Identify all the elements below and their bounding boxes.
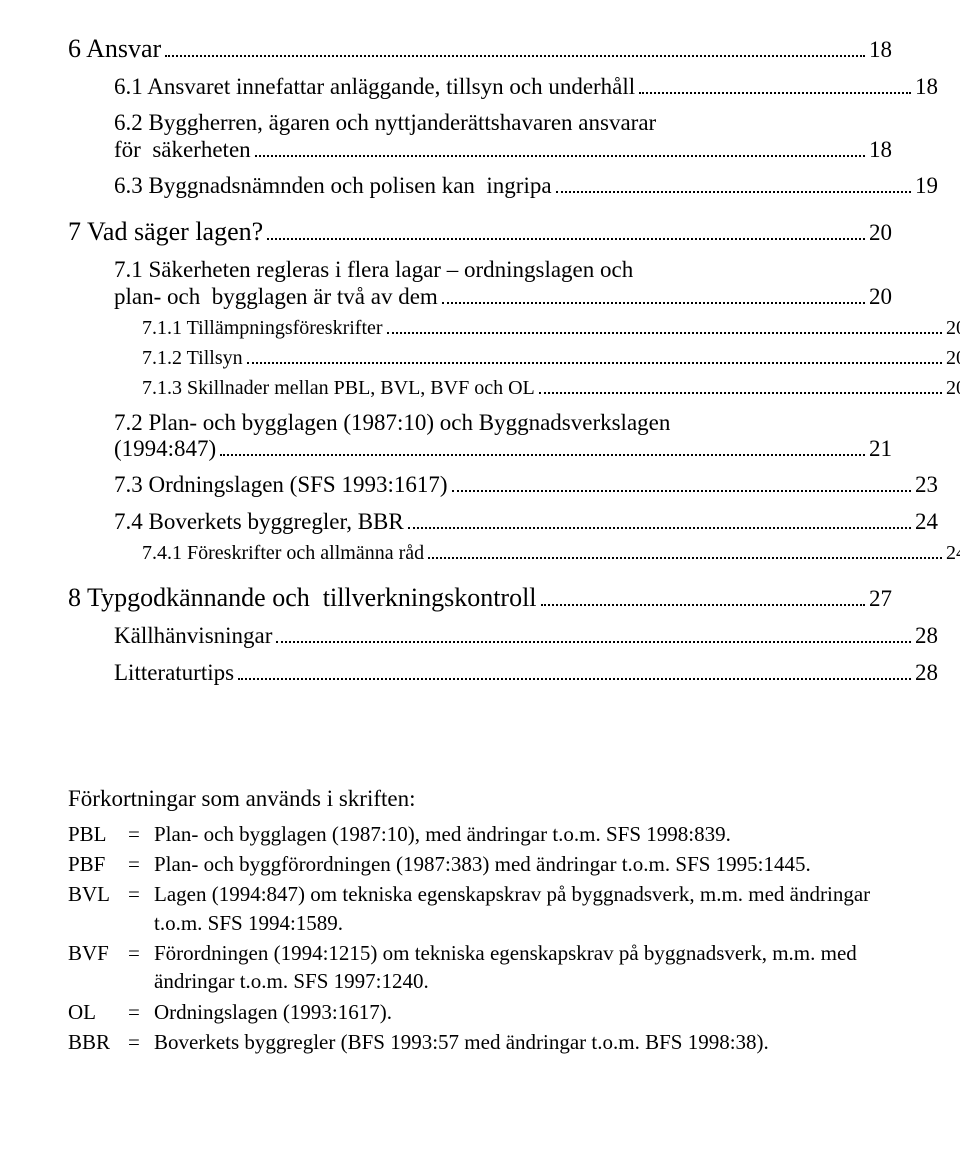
toc-page: 24 [946,542,960,565]
toc-item-6-2: 6.2 Byggherren, ägaren och nyttjanderätt… [114,110,892,162]
abbrev-label: BVF [68,939,128,996]
toc-item-7-1: 7.1 Säkerheten regleras i flera lagar – … [114,257,892,309]
toc-item-7: 7 Vad säger lagen? 20 [68,217,892,247]
abbrev-definition: Plan- och byggförordningen (1987:383) me… [154,850,892,878]
toc-page: 27 [869,586,892,612]
toc-page: 18 [869,137,892,163]
leader [428,541,942,559]
toc-item-litteraturtips: Litteraturtips 28 [114,659,938,685]
toc-text-line2: för säkerheten [114,137,251,163]
abbrev-definition: Lagen (1994:847) om tekniska egenskapskr… [154,880,892,937]
toc-item-6: 6 Ansvar 18 [68,34,892,64]
toc-item-7-4-1: 7.4.1 Föreskrifter och allmänna råd 24 [142,541,960,565]
abbrev-row-bbr: BBR = Boverkets byggregler (BFS 1993:57 … [68,1028,892,1056]
equals-sign: = [128,998,154,1026]
leader [442,283,865,303]
abbrev-definition: Plan- och bygglagen (1987:10), med ändri… [154,820,892,848]
toc-item-kallhanvisningar: Källhänvisningar 28 [114,623,938,649]
abbrev-label: PBL [68,820,128,848]
equals-sign: = [128,820,154,848]
toc-item-6-1: 6.1 Ansvaret innefattar anläggande, till… [114,74,938,100]
toc-page: 24 [915,509,938,535]
toc-text-line2: (1994:847) [114,436,216,462]
toc-item-7-1-2: 7.1.2 Tillsyn 20 [142,346,960,370]
toc-page: 20 [946,377,960,400]
page: 6 Ansvar 18 6.1 Ansvaret innefattar anlä… [0,0,960,1156]
toc-text-line1: 7.2 Plan- och bygglagen (1987:10) och By… [114,410,670,435]
toc-text: 6.3 Byggnadsnämnden och polisen kan ingr… [114,173,552,199]
leader [276,623,911,643]
equals-sign: = [128,850,154,878]
leader [541,583,865,606]
abbrev-label: BBR [68,1028,128,1056]
leader [255,136,865,156]
leader [408,508,911,528]
toc-text: 7.4.1 Föreskrifter och allmänna råd [142,542,424,565]
toc-text: 7 Vad säger lagen? [68,217,263,247]
toc-text: 7.3 Ordningslagen (SFS 1993:1617) [114,472,448,498]
leader [539,376,942,394]
toc-text: 7.1.3 Skillnader mellan PBL, BVL, BVF oc… [142,377,535,400]
leader [556,173,911,193]
toc-page: 18 [869,37,892,63]
abbrev-definition: Förordningen (1994:1215) om tekniska ege… [154,939,892,996]
toc-page: 20 [946,347,960,370]
abbrev-definition: Ordningslagen (1993:1617). [154,998,892,1026]
toc-text: 8 Typgodkännande och tillverkningskontro… [68,583,537,613]
toc-text: Litteraturtips [114,660,234,686]
toc-text: 6 Ansvar [68,34,161,64]
leader [267,217,865,240]
abbrev-row-bvl: BVL = Lagen (1994:847) om tekniska egens… [68,880,892,937]
toc-page: 23 [915,472,938,498]
leader [452,472,912,492]
toc-page: 19 [915,173,938,199]
leader [165,34,865,57]
toc-page: 20 [946,317,960,340]
toc-item-7-4: 7.4 Boverkets byggregler, BBR 24 [114,508,938,534]
toc-item-7-2: 7.2 Plan- och bygglagen (1987:10) och By… [114,410,892,462]
toc-text: Källhänvisningar [114,623,272,649]
abbrev-row-pbf: PBF = Plan- och byggförordningen (1987:3… [68,850,892,878]
toc-text-line1: 7.1 Säkerheten regleras i flera lagar – … [114,257,633,282]
abbrev-label: OL [68,998,128,1026]
toc-page: 20 [869,284,892,310]
equals-sign: = [128,880,154,937]
leader [639,74,911,94]
toc-item-8: 8 Typgodkännande och tillverkningskontro… [68,583,892,613]
toc-item-7-3: 7.3 Ordningslagen (SFS 1993:1617) 23 [114,472,938,498]
equals-sign: = [128,939,154,996]
toc-text-line1: 6.2 Byggherren, ägaren och nyttjanderätt… [114,110,656,135]
leader [247,346,942,364]
abbrev-label: PBF [68,850,128,878]
toc-text: 6.1 Ansvaret innefattar anläggande, till… [114,74,635,100]
toc-item-7-1-3: 7.1.3 Skillnader mellan PBL, BVL, BVF oc… [142,376,960,400]
toc-text: 7.1.1 Tillämpningsföreskrifter [142,317,383,340]
toc-page: 21 [869,436,892,462]
leader [387,316,942,334]
toc-text: 7.1.2 Tillsyn [142,347,243,370]
toc-item-6-3: 6.3 Byggnadsnämnden och polisen kan ingr… [114,173,938,199]
toc-page: 18 [915,74,938,100]
toc-page: 28 [915,623,938,649]
toc-page: 20 [869,220,892,246]
abbrev-row-pbl: PBL = Plan- och bygglagen (1987:10), med… [68,820,892,848]
abbrev-row-ol: OL = Ordningslagen (1993:1617). [68,998,892,1026]
toc-text-line2: plan- och bygglagen är två av dem [114,284,438,310]
toc-item-7-1-1: 7.1.1 Tillämpningsföreskrifter 20 [142,316,960,340]
abbrev-definition: Boverkets byggregler (BFS 1993:57 med än… [154,1028,892,1056]
equals-sign: = [128,1028,154,1056]
leader [220,436,865,456]
leader [238,659,911,679]
abbreviations-block: Förkortningar som används i skriften: PB… [68,786,892,1057]
abbrev-row-bvf: BVF = Förordningen (1994:1215) om teknis… [68,939,892,996]
abbrev-label: BVL [68,880,128,937]
toc-text: 7.4 Boverkets byggregler, BBR [114,509,404,535]
abbreviations-title: Förkortningar som används i skriften: [68,786,892,812]
toc-page: 28 [915,660,938,686]
